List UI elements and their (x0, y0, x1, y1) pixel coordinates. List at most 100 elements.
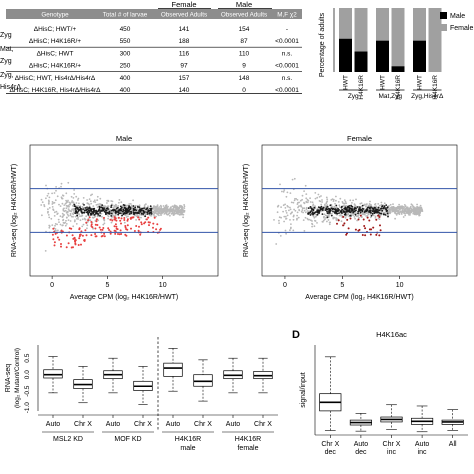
cell-male: 87 (240, 38, 248, 45)
ma-point (334, 212, 336, 214)
ma-point (162, 211, 165, 213)
panel-letter-d: D (292, 329, 300, 341)
ma-point (352, 211, 355, 214)
ma-point (89, 200, 92, 203)
ma-point (127, 207, 130, 210)
ma-point (370, 214, 373, 217)
bar-x-label: H4K16R (395, 75, 402, 100)
ma-point-x (129, 217, 132, 220)
ma-point (289, 206, 291, 209)
ma-point (163, 206, 166, 209)
ma-point (321, 208, 324, 211)
ma-point (74, 212, 77, 215)
ma-point (403, 212, 405, 214)
ma-point (294, 197, 296, 200)
ma-point (385, 210, 388, 213)
ma-point (313, 206, 316, 209)
ma-point-x (54, 232, 57, 235)
ma-point (347, 206, 350, 209)
ma-point-x (357, 218, 360, 221)
ma-point (85, 215, 88, 218)
box-c-y-label: RNA-seq (5, 364, 12, 393)
row-group-label: Zyg (0, 32, 12, 39)
ma-point (72, 213, 75, 216)
ma-point (91, 193, 93, 196)
ma-point (92, 200, 95, 203)
ma-point (176, 206, 179, 209)
ma-point (297, 216, 300, 219)
ma-point (40, 204, 43, 206)
ma-point (65, 223, 68, 225)
ma-point (306, 198, 309, 201)
cell-female: 141 (179, 26, 190, 33)
ma-point (365, 205, 367, 208)
ma-point (305, 197, 308, 200)
ma-point (90, 202, 93, 205)
ma-point-x (60, 243, 62, 245)
ma-point (282, 204, 285, 207)
ma-point (118, 212, 121, 215)
ma-point (337, 201, 340, 203)
ma-point (47, 208, 49, 211)
ma-point (415, 213, 417, 216)
ma-point (144, 215, 147, 218)
ma-point (303, 209, 306, 212)
cell-male: 148 (239, 75, 250, 82)
ma-point-x (117, 216, 120, 219)
ma-point (373, 210, 375, 213)
ma-point (315, 211, 317, 213)
ma-point (155, 210, 157, 213)
ma-point (53, 215, 56, 217)
ma-point-x (137, 216, 140, 219)
ma-point (149, 211, 151, 214)
ma-point (127, 210, 130, 213)
ma-point-x (342, 215, 345, 218)
ma-point (76, 212, 78, 214)
ma-point (73, 193, 76, 195)
ma-point (371, 210, 374, 213)
ma-point-x (99, 228, 102, 231)
table-header-3: Observed Adults (221, 12, 267, 19)
ma-point (115, 207, 118, 210)
ma-point (413, 209, 416, 212)
ma-point (158, 210, 161, 213)
ma-point (77, 197, 80, 200)
ma-point (65, 216, 68, 219)
ma-point (69, 220, 72, 222)
ma-point (346, 213, 349, 216)
ma-point (417, 213, 420, 215)
ma-point (92, 205, 95, 207)
box-c-x-label: Auto (226, 421, 241, 428)
ma-point (363, 212, 366, 215)
legend-label: Male (450, 13, 465, 20)
ma-point (327, 219, 330, 221)
ma-point (181, 205, 184, 208)
ma-point (124, 209, 127, 211)
ma-point (102, 223, 105, 226)
ma-point (296, 211, 299, 214)
ma-point (311, 223, 314, 226)
ma-point (290, 201, 293, 204)
ma-point (174, 209, 177, 212)
ma-point (348, 208, 351, 211)
ma-point (118, 199, 121, 201)
ma-point (283, 215, 286, 218)
ma-point-x (135, 225, 138, 227)
ma-point (88, 206, 90, 209)
ma-point (320, 203, 323, 206)
ma-point (391, 208, 394, 211)
ma-point (360, 208, 363, 211)
ma-point (289, 208, 292, 211)
ma-point (112, 214, 115, 217)
ma-point-x (370, 228, 373, 231)
ma-point (311, 225, 313, 228)
ma-point (177, 207, 180, 209)
bar-x-label: H4K16R (358, 75, 365, 100)
ma-point (60, 185, 62, 188)
ma-point (160, 214, 162, 216)
ma-point (338, 206, 341, 208)
ma-point (375, 210, 377, 213)
ma-point (404, 209, 407, 212)
ma-plot-male: Male RNA-seq (log₂ H4K16R/HWT) 0 5 10 Average… (11, 134, 219, 301)
ma-point (289, 229, 291, 232)
